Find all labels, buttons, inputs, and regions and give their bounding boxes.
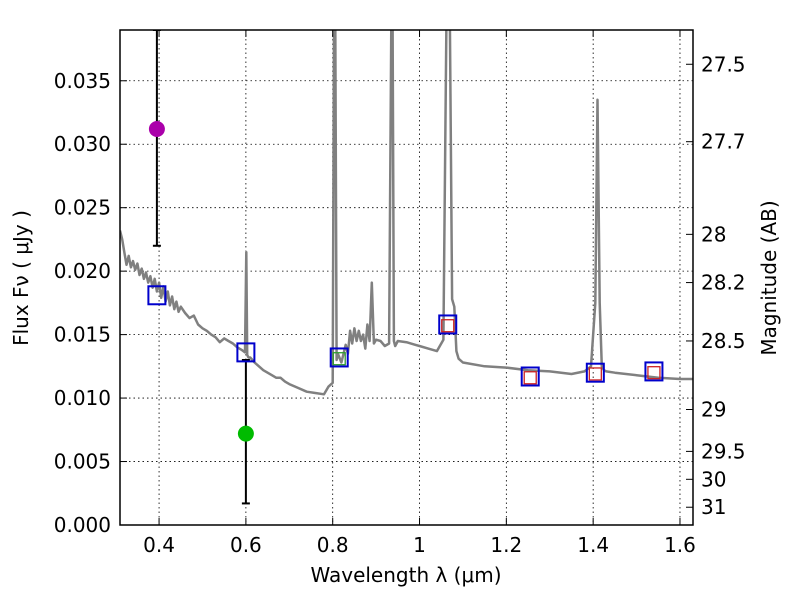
model-photometry-square: [147, 285, 167, 306]
magnitude-axis-label: Magnitude (AB): [757, 200, 781, 355]
y-tick-label: 0.005: [54, 450, 111, 474]
x-tick-label: 0.8: [317, 533, 349, 557]
magnitude-tick-label: 29.5: [701, 439, 746, 463]
observed-photometry-square: [441, 319, 455, 333]
y-tick-label: 0.010: [54, 386, 111, 410]
y-tick-label: 0.020: [54, 259, 111, 283]
observed-photometry-square: [588, 367, 602, 381]
observed-photometry-square: [523, 371, 537, 385]
model-photometry-square: [438, 314, 458, 335]
model-photometry-square: [329, 347, 349, 368]
plot-series: [120, 30, 693, 505]
model-photometry-square: [644, 361, 664, 382]
green-measurement-point: [237, 425, 254, 442]
model-photometry-square: [585, 362, 605, 383]
observed-photometry-square: [332, 352, 346, 366]
x-tick-label: 0.6: [230, 533, 262, 557]
y-tick-label: 0.000: [54, 513, 111, 537]
magnitude-tick-label: 29: [701, 398, 726, 422]
y-tick-label: 0.015: [54, 323, 111, 347]
magnitude-tick-label: 28.5: [701, 329, 746, 353]
y-axis-label: Flux Fν ( μJy ): [9, 210, 33, 346]
axis-ticks: 0.4 0.6 0.8 1 1.2 1.4 1.6 0.000 0.005 0.010 0.015 0…: [54, 30, 746, 557]
x-tick-label: 1.6: [664, 533, 696, 557]
y-tick-label: 0.025: [54, 196, 111, 220]
magnitude-tick-label: 28: [701, 222, 726, 246]
x-tick-label: 1.2: [490, 533, 522, 557]
magnitude-tick-label: 30: [701, 467, 726, 491]
model-spectrum-line: [120, 30, 693, 396]
x-tick-label: 0.4: [143, 533, 175, 557]
model-photometry-square: [236, 342, 256, 363]
x-tick-label: 1.4: [577, 533, 609, 557]
y-tick-label: 0.030: [54, 132, 111, 156]
x-tick-label: 1: [413, 533, 426, 557]
magnitude-tick-label: 27.5: [701, 52, 746, 76]
magnitude-tick-label: 27.7: [701, 130, 746, 154]
model-photometry-square: [520, 366, 540, 387]
y-tick-label: 0.035: [54, 69, 111, 93]
magnitude-tick-label: 31: [701, 495, 726, 519]
observed-photometry-square: [647, 366, 661, 380]
x-axis-label: Wavelength λ (μm): [310, 563, 501, 587]
plot-frame: [119, 29, 694, 526]
magenta-measurement-point: [148, 121, 165, 137]
magnitude-tick-label: 28.2: [701, 271, 746, 295]
